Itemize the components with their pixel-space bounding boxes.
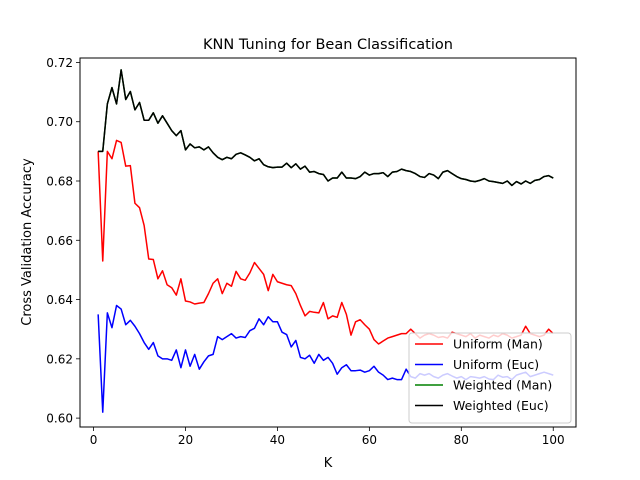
y-tick-label: 0.72 [46,56,73,70]
series-line-3 [98,69,554,187]
y-tick-label: 0.62 [46,352,73,366]
legend-label-1: Uniform (Euc) [453,357,539,372]
y-tick-label: 0.68 [46,175,73,189]
legend: Uniform (Man) Uniform (Euc) Weighted (Man)… [408,332,572,424]
x-tick-label: 40 [270,433,285,447]
legend-box [408,332,572,424]
x-tick-label: 60 [362,433,377,447]
y-tick-label: 0.70 [46,115,73,129]
x-axis: 0 20 40 60 80 100 [90,427,565,447]
y-axis-label: Cross Validation Accuracy [20,158,35,326]
plot-frame [79,57,577,428]
legend-label-0: Uniform (Man) [453,337,543,352]
y-axis: 0.60 0.62 0.64 0.66 0.68 0.70 0.72 [46,56,80,426]
x-tick-label: 20 [178,433,193,447]
y-tick-label: 0.66 [46,234,73,248]
y-tick-label: 0.64 [46,293,73,307]
y-tick-label: 0.60 [46,412,73,426]
x-tick-label: 0 [90,433,98,447]
legend-label-2: Weighted (Man) [453,378,552,393]
x-tick-label: 100 [542,433,565,447]
x-axis-label: K [324,456,333,471]
legend-label-3: Weighted (Euc) [453,398,549,413]
x-tick-label: 80 [454,433,469,447]
chart-title: KNN Tuning for Bean Classification [203,37,453,53]
